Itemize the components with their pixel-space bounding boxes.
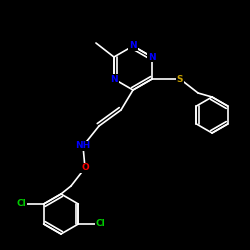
Text: Cl: Cl [96,220,105,228]
Text: N: N [129,42,137,50]
Text: N: N [148,52,156,62]
Text: O: O [81,164,89,172]
Text: S: S [177,74,183,84]
Text: Cl: Cl [17,200,26,208]
Text: N: N [110,74,118,84]
Text: NH: NH [76,142,90,150]
